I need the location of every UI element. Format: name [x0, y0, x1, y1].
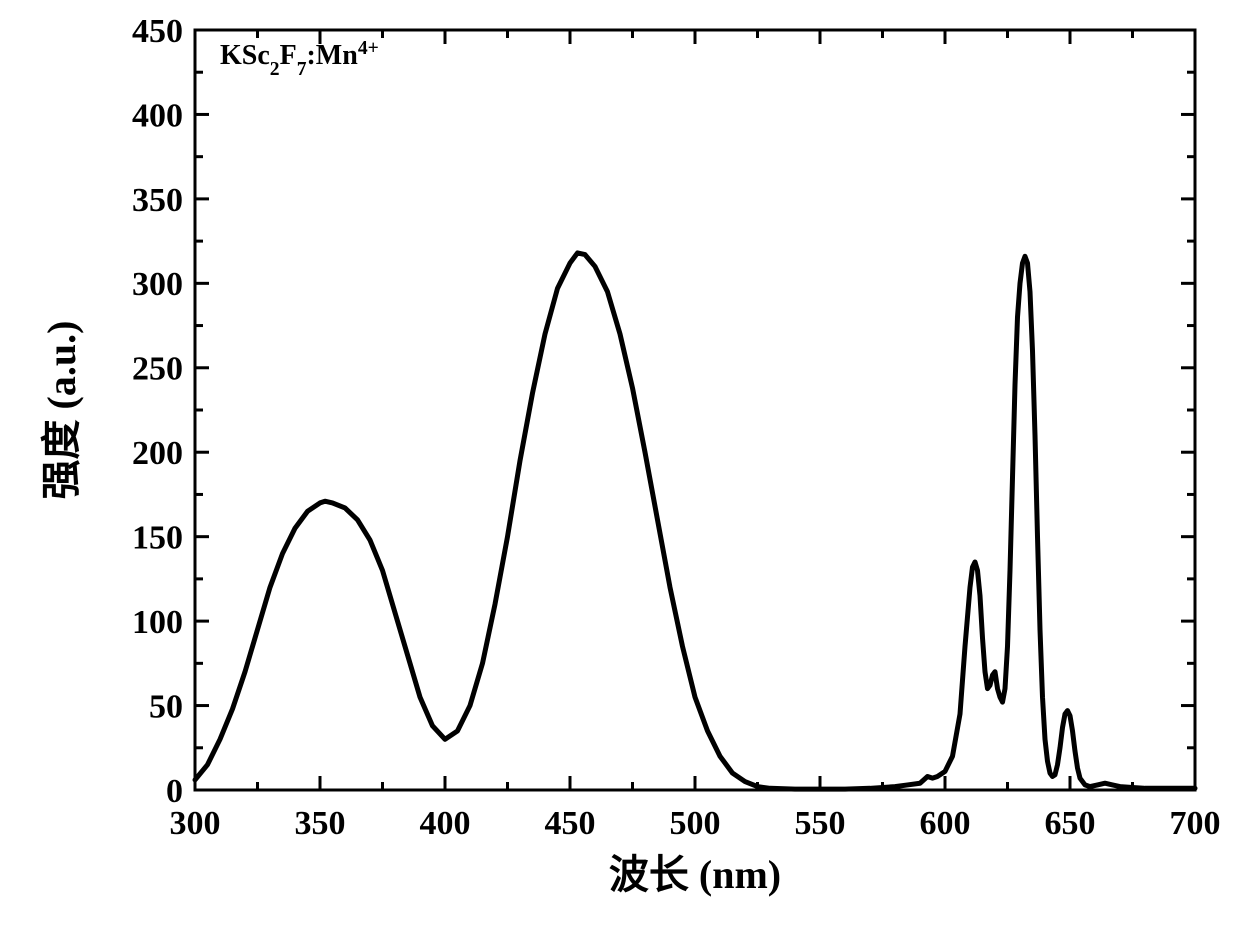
spectrum-chart: 300 350 400 450 500 550 600 650 700 0 50 100 150 200 2…: [0, 0, 1240, 936]
y-tick-label: 400: [132, 97, 183, 134]
y-tick-label: 50: [149, 688, 183, 725]
y-tick-label: 250: [132, 351, 183, 388]
x-tick-label: 350: [295, 805, 346, 842]
x-axis-label: 波长 (nm): [609, 852, 781, 897]
x-tick-label: 600: [920, 805, 971, 842]
y-tick-label: 450: [132, 13, 183, 50]
x-tick-label: 700: [1170, 805, 1221, 842]
x-tick-label: 500: [670, 805, 721, 842]
y-tick-label: 0: [166, 773, 183, 810]
x-tick-label: 300: [170, 805, 221, 842]
x-tick-label: 550: [795, 805, 846, 842]
y-tick-label: 150: [132, 520, 183, 557]
y-tick-label: 200: [132, 435, 183, 472]
y-tick-label: 300: [132, 266, 183, 303]
x-tick-label: 450: [545, 805, 596, 842]
chart-svg: 300 350 400 450 500 550 600 650 700 0 50 100 150 200 2…: [0, 0, 1240, 936]
x-tick-label: 400: [420, 805, 471, 842]
x-tick-label: 650: [1045, 805, 1096, 842]
y-axis-label: 强度 (a.u.): [39, 321, 84, 500]
y-tick-label: 100: [132, 604, 183, 641]
y-tick-label: 350: [132, 182, 183, 219]
